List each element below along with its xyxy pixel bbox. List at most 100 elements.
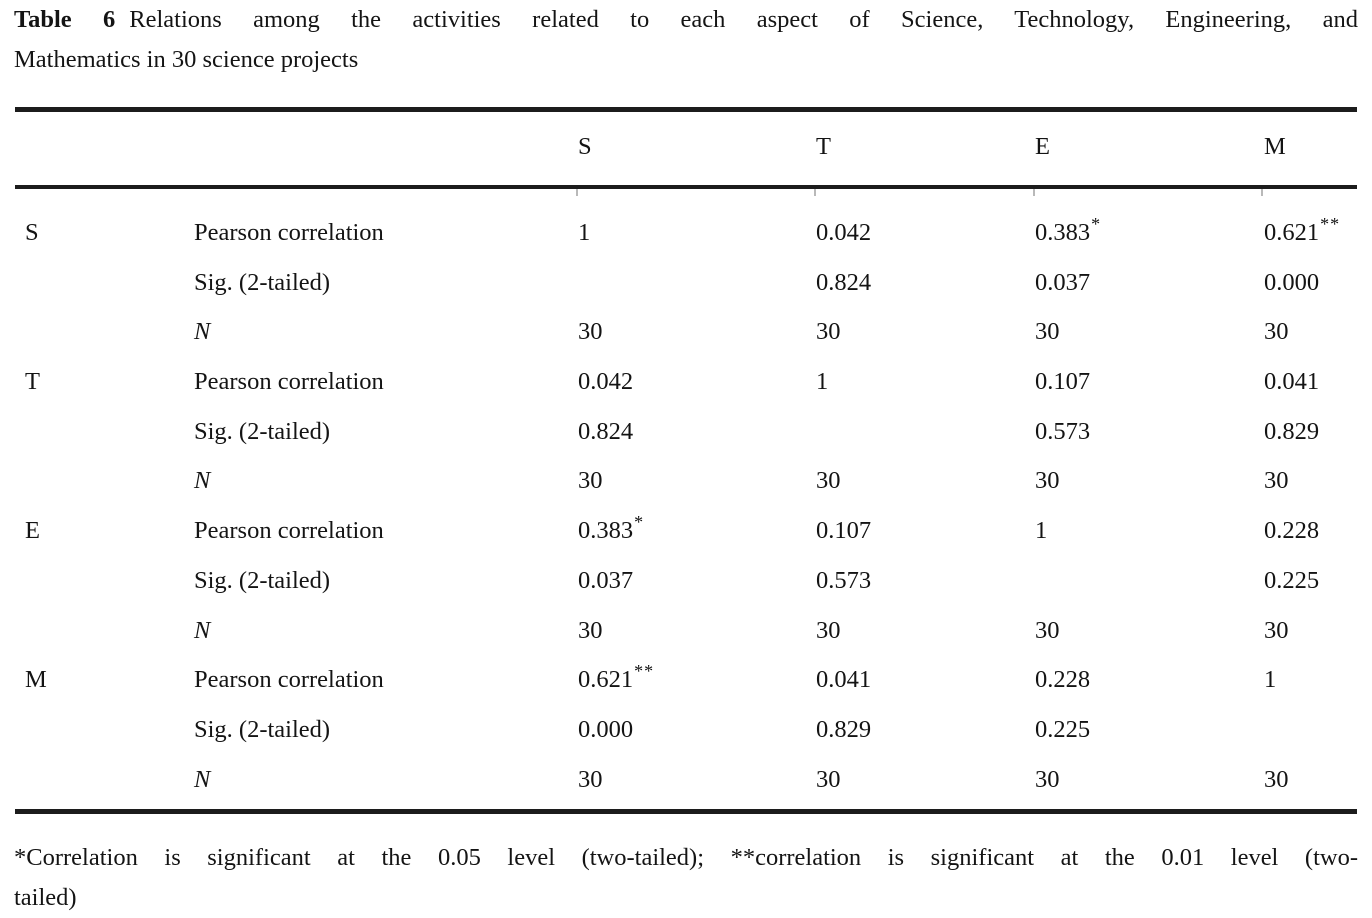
cell-value: 0.824	[816, 268, 872, 296]
row-group-label	[14, 258, 194, 308]
cell-M-E: 30	[1035, 755, 1264, 805]
cell-value: 30	[1264, 467, 1289, 495]
significance-asterisk: *	[634, 512, 645, 533]
cell-value: 0.829	[1264, 417, 1320, 445]
cell-value: 30	[578, 318, 603, 346]
statistic-label: N	[194, 616, 211, 644]
cell-T-E: 0.573	[1035, 407, 1264, 457]
cell-S-E: 0.037	[1035, 258, 1264, 308]
significance-asterisk: *	[1091, 214, 1102, 234]
column-header-t: T	[816, 133, 831, 160]
cell-M-T: 30	[816, 755, 1035, 805]
row-group-label	[14, 705, 194, 755]
correlation-table-body: S Pearson correlation 1 0.042 0.383* 0.621** S…	[14, 208, 1358, 804]
column-divider-tick	[576, 189, 578, 196]
cell-M-S: 30	[578, 755, 816, 805]
cell-value: 0.829	[816, 715, 872, 743]
cell-value: 30	[1035, 467, 1060, 495]
cell-T-S: 0.042	[578, 357, 816, 407]
cell-T-M: 0.829	[1264, 407, 1358, 457]
cell-value: 0.037	[578, 566, 634, 594]
cell-value: 0.383	[578, 517, 634, 545]
table-footnote: *Correlation is significant at the 0.05 …	[14, 838, 1358, 918]
statistic-label: Pearson correlation	[194, 517, 384, 545]
cell-value: 0.621	[578, 666, 634, 694]
cell-M-S: 0.621**	[578, 655, 816, 705]
cell-S-S: 1	[578, 208, 816, 258]
cell-value: 0.228	[1035, 666, 1091, 694]
row-group-label: E	[25, 517, 40, 545]
table-number-label: Table 6	[14, 6, 116, 33]
cell-S-M: 30	[1264, 307, 1358, 357]
cell-E-M: 0.228	[1264, 506, 1358, 556]
cell-M-E: 0.225	[1035, 705, 1264, 755]
cell-E-T: 0.107	[816, 506, 1035, 556]
cell-value: 0.042	[578, 368, 634, 396]
row-group-label: S	[25, 219, 39, 246]
statistic-label: Sig. (2-tailed)	[194, 715, 331, 743]
cell-value: 0.041	[816, 666, 872, 694]
cell-value: 0.225	[1264, 566, 1320, 594]
cell-E-S: 30	[578, 606, 816, 656]
cell-M-T: 0.041	[816, 655, 1035, 705]
cell-value: 30	[816, 616, 841, 644]
cell-value: 30	[816, 467, 841, 495]
cell-value: 0.824	[578, 417, 634, 445]
cell-T-M: 30	[1264, 456, 1358, 506]
header-separator-rule	[15, 185, 1357, 189]
cell-E-E: 30	[1035, 606, 1264, 656]
cell-M-M: 30	[1264, 755, 1358, 805]
cell-E-E: 1	[1035, 506, 1264, 556]
cell-S-S: 30	[578, 307, 816, 357]
cell-value: 30	[816, 765, 841, 793]
cell-M-M: 1	[1264, 655, 1358, 705]
column-divider-tick	[814, 189, 816, 196]
corner-spacer	[14, 122, 194, 172]
cell-M-T: 0.829	[816, 705, 1035, 755]
cell-S-E: 0.383*	[1035, 208, 1264, 258]
cell-S-M: 0.000	[1264, 258, 1358, 308]
cell-E-T: 30	[816, 606, 1035, 656]
row-group-label	[14, 755, 194, 805]
cell-M-M	[1264, 705, 1358, 755]
cell-E-T: 0.573	[816, 556, 1035, 606]
footnote-line2: tailed)	[14, 884, 77, 911]
statistic-label: Pearson correlation	[194, 219, 384, 246]
table-top-rule	[15, 107, 1357, 112]
cell-S-M: 0.621**	[1264, 208, 1358, 258]
cell-S-T: 0.042	[816, 208, 1035, 258]
cell-E-M: 0.225	[1264, 556, 1358, 606]
cell-E-S: 0.037	[578, 556, 816, 606]
row-group-label	[14, 407, 194, 457]
column-divider-tick	[1261, 189, 1263, 196]
cell-value: 30	[1264, 318, 1289, 346]
cell-E-S: 0.383*	[578, 506, 816, 556]
table-caption: Table 6 Relations among the activities re…	[14, 0, 1358, 80]
column-divider-tick	[1033, 189, 1035, 196]
cell-value: 30	[1264, 765, 1289, 793]
caption-text: Relations among the activities related t…	[129, 6, 1358, 33]
statistic-label: N	[194, 467, 211, 495]
statistic-label: Sig. (2-tailed)	[194, 566, 331, 594]
cell-value: 0.621	[1264, 219, 1320, 246]
row-group-label	[14, 456, 194, 506]
column-header-e: E	[1035, 133, 1050, 160]
statistic-label: Pearson correlation	[194, 368, 384, 396]
column-header-row: S T E M	[14, 122, 1358, 172]
caption-line1: Table 6 Relations among the activities re…	[14, 0, 1358, 40]
cell-S-T: 0.824	[816, 258, 1035, 308]
cell-T-S: 0.824	[578, 407, 816, 457]
cell-value: 30	[1035, 318, 1060, 346]
footnote-line1: *Correlation is significant at the 0.05 …	[14, 844, 1358, 871]
cell-value: 1	[578, 219, 591, 246]
cell-value: 0.000	[1264, 268, 1320, 296]
cell-value: 30	[578, 467, 603, 495]
cell-value: 30	[1035, 765, 1060, 793]
cell-value: 1	[1035, 517, 1048, 545]
cell-S-S	[578, 258, 816, 308]
row-group-label: M	[25, 666, 47, 694]
corner-spacer	[194, 122, 578, 172]
cell-T-T: 30	[816, 456, 1035, 506]
cell-T-E: 0.107	[1035, 357, 1264, 407]
